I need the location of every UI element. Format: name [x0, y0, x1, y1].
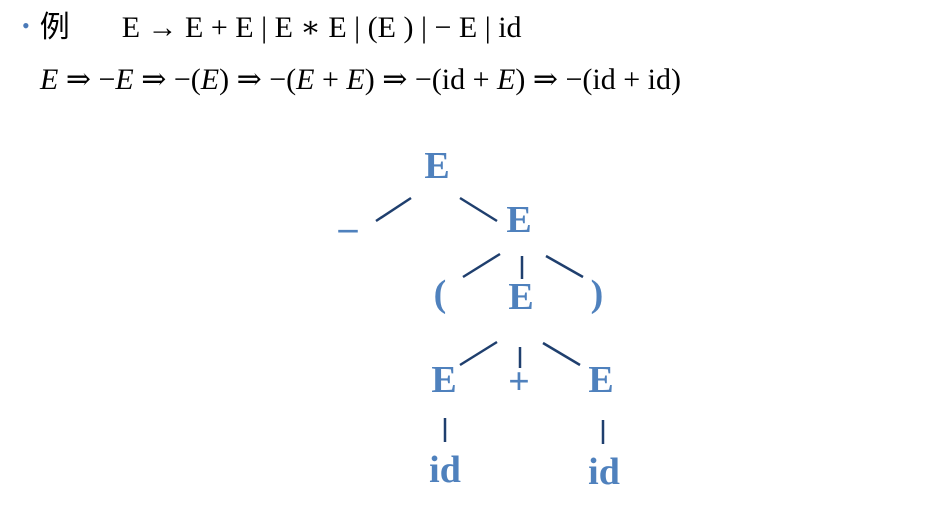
tree-node-root: E: [424, 145, 449, 187]
derivation-segment: E: [40, 63, 59, 96]
tree-node-id2: id: [588, 451, 620, 493]
derivation-segment: E: [200, 63, 220, 96]
derivation-segment: ) ⇒ −(id + id): [515, 63, 681, 96]
tree-node-id1: id: [429, 449, 461, 491]
tree-node-rparen: ): [591, 273, 604, 315]
tree-node-e4: E: [588, 359, 613, 401]
tree-edge-e1-rparen: [545, 254, 584, 279]
tree-edge-root-e1: [459, 196, 498, 223]
tree-node-minus: –: [338, 207, 359, 249]
derivation-segment: E: [115, 63, 134, 96]
derivation-segment: E: [346, 63, 365, 96]
derivation-segment: ) ⇒ −(id +: [364, 63, 498, 96]
derivation-segment: E: [296, 63, 315, 96]
derivation-line: E ⇒ −E ⇒ −(E) ⇒ −(E + E) ⇒ −(id + E) ⇒ −…: [40, 62, 681, 98]
tree-edge-root-minus: [375, 196, 412, 223]
bullet: •: [22, 13, 30, 38]
tree-node-e3: E: [431, 359, 456, 401]
derivation-segment: E: [497, 63, 516, 96]
tree-node-e1: E: [506, 199, 531, 241]
derivation-segment: ) ⇒ −(: [219, 63, 297, 96]
example-label: 例: [39, 11, 70, 44]
derivation-segment: +: [314, 63, 347, 96]
derivation-segment: ⇒ −(: [133, 63, 201, 96]
grammar-line: • 例 E → E + E | E ∗ E | (E ) | − E | id: [22, 8, 522, 46]
derivation-segment: ⇒ −: [58, 63, 116, 96]
tree-edge-e2-e3: [459, 340, 498, 367]
tree-edge-e1-lparen: [462, 252, 501, 279]
tree-node-plus: +: [508, 361, 530, 403]
grammar-production: E → E + E | E ∗ E | (E ) | − E | id: [121, 11, 522, 44]
tree-edge-e2-e4: [542, 341, 581, 367]
tree-node-lparen: (: [434, 273, 447, 315]
tree-node-e2: E: [508, 276, 533, 318]
